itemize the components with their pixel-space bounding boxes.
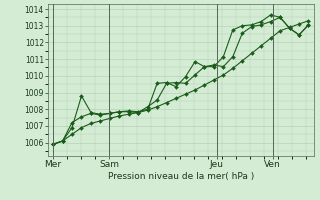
X-axis label: Pression niveau de la mer( hPa ): Pression niveau de la mer( hPa ) [108,172,254,181]
